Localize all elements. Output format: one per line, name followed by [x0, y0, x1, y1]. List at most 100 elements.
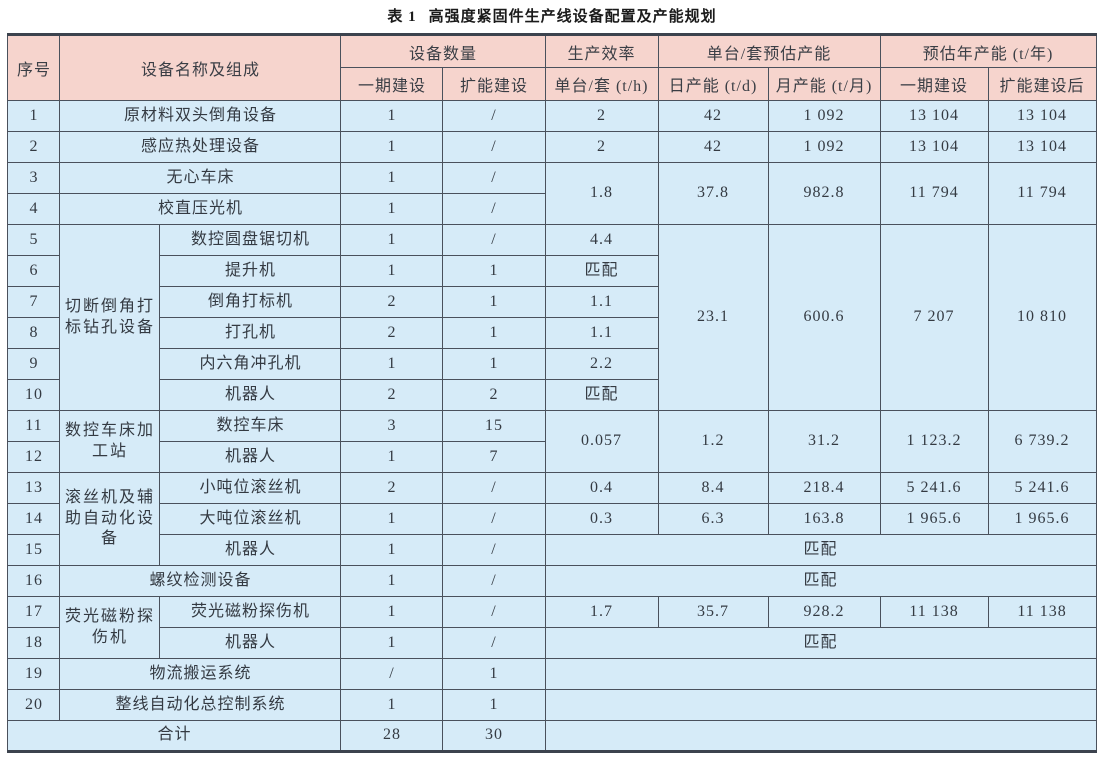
table-cell: 600.6	[767, 224, 881, 411]
header-cell: 日产能 (t/d)	[657, 67, 769, 101]
table-cell: 1	[442, 658, 546, 690]
table-cell: 1	[340, 100, 444, 132]
table-cell: 10 810	[987, 224, 1097, 411]
table-cell: 1	[442, 286, 546, 318]
table-cell: /	[340, 658, 444, 690]
table-cell: 16	[7, 565, 61, 597]
table-row: 9 内六角冲孔机 1 1 2.2	[7, 348, 1096, 380]
table-cell: 1	[340, 534, 444, 566]
table-cell: 匹配	[544, 255, 659, 287]
table-cell: 滚丝机及辅助自动化设备	[59, 472, 161, 566]
table-body: 1 原材料双头倒角设备 1/2 42 1 092 13 104 13 104 2 感应热处理设备…	[7, 100, 1097, 752]
table-cell: 7	[7, 286, 61, 318]
table-cell: 13	[7, 472, 61, 504]
table-cell: 螺纹检测设备	[59, 565, 342, 597]
table-cell: 1	[340, 596, 444, 628]
table-cell: 13 104	[987, 131, 1097, 163]
table-cell: 5 241.6	[879, 472, 989, 504]
table-cell: 整线自动化总控制系统	[59, 689, 342, 721]
table-cell: 2	[544, 131, 659, 163]
table-cell: 数控车床	[159, 410, 342, 442]
table-cell: 163.8	[767, 503, 881, 535]
table-cell: 0.057	[544, 410, 659, 473]
table-cell: /	[442, 472, 546, 504]
table-cell: 1	[7, 100, 61, 132]
table-cell: 1 092	[767, 100, 881, 132]
table-cell: 1.1	[544, 286, 659, 318]
header-cell: 单台/套 (t/h)	[544, 67, 659, 101]
table-cell: 6 739.2	[987, 410, 1097, 473]
table-cell: 匹配	[544, 379, 659, 411]
table-cell: 1.7	[544, 596, 659, 628]
table-cell: 11 794	[879, 162, 989, 225]
table-row: 12 机器人 1 7	[7, 441, 1096, 473]
table-cell: 35.7	[657, 596, 769, 628]
table-cell: 2	[340, 317, 444, 349]
table-cell: /	[442, 565, 546, 597]
table-cell: 1 965.6	[987, 503, 1097, 535]
table-cell: 7	[442, 441, 546, 473]
table-cell: 37.8	[657, 162, 769, 225]
table-row: 17 荧光磁粉探伤机 荧光磁粉探伤机 1/1.7 35.7 928.2 11 138 11 1…	[7, 596, 1097, 659]
table-cell: 1	[442, 317, 546, 349]
table-cell: 20	[7, 689, 61, 721]
table-cell: 数控圆盘锯切机	[159, 224, 342, 256]
table-cell: 荧光磁粉探伤机	[159, 596, 342, 628]
table-cell: 6	[7, 255, 61, 287]
header-cell: 预估年产能 (t/年)	[879, 34, 1097, 68]
table-cell: 0.4	[544, 472, 659, 504]
table-cell: /	[442, 131, 546, 163]
table-cell: 1	[340, 627, 444, 659]
table-row: 2 感应热处理设备 1/2 42 1 092 13 104 13 104	[7, 131, 1097, 163]
table-cell: 4.4	[544, 224, 659, 256]
table-cell: 31.2	[767, 410, 881, 473]
header-cell: 序号	[7, 34, 61, 101]
table-cell: 6.3	[657, 503, 769, 535]
table-cell: 匹配	[544, 565, 1097, 597]
equipment-table: 序号 设备名称及组成 设备数量 生产效率 单台/套预估产能 预估年产能 (t/年) 一期建设…	[7, 33, 1097, 753]
table-row: 19 物流搬运系统/1	[7, 658, 1097, 690]
table-cell: 机器人	[159, 627, 342, 659]
table-cell: 打孔机	[159, 317, 342, 349]
table-cell: 1	[340, 131, 444, 163]
table-cell: 内六角冲孔机	[159, 348, 342, 380]
table-cell: 0.3	[544, 503, 659, 535]
table-cell: 12	[7, 441, 61, 473]
table-cell: 17	[7, 596, 61, 628]
table-row: 16 螺纹检测设备 1/匹配	[7, 565, 1097, 597]
table-row: 7 倒角打标机 2 1 1.1	[7, 286, 1096, 318]
table-cell: 小吨位滚丝机	[159, 472, 342, 504]
table-cell: 1	[340, 224, 444, 256]
table-header: 序号 设备名称及组成 设备数量 生产效率 单台/套预估产能 预估年产能 (t/年) 一期建设…	[7, 34, 1097, 101]
table-number-label: 表 1	[387, 9, 417, 25]
header-cell: 扩能建设	[442, 67, 546, 101]
table-cell: /	[442, 224, 546, 256]
table-row: 5 切断倒角打标钻孔设备 数控圆盘锯切机 1/4.4 23.1 600.6 7 207 10 …	[7, 224, 1097, 411]
table-cell: 18	[7, 627, 61, 659]
header-row-1: 序号 设备名称及组成 设备数量 生产效率 单台/套预估产能 预估年产能 (t/年)	[7, 34, 1097, 101]
table-cell: 15	[442, 410, 546, 442]
table-cell: 218.4	[767, 472, 881, 504]
table-cell: 1 092	[767, 131, 881, 163]
table-cell: 30	[442, 720, 546, 752]
table-cell: 5 241.6	[987, 472, 1097, 504]
table-cell: 3	[7, 162, 61, 194]
table-cell: /	[442, 596, 546, 628]
header-cell: 单台/套预估产能	[657, 34, 881, 68]
table-cell: 切断倒角打标钻孔设备	[59, 224, 161, 411]
table-cell: 匹配	[544, 534, 1097, 566]
table-cell	[544, 689, 1097, 721]
table-cell: 1	[340, 689, 444, 721]
table-row: 1 原材料双头倒角设备 1/2 42 1 092 13 104 13 104	[7, 100, 1097, 132]
table-row: 11 数控车床加工站 数控车床 3 15 0.057 1.2 31.2 1 123.2 6 739…	[7, 410, 1097, 473]
table-cell: 1	[340, 348, 444, 380]
header-cell: 一期建设	[340, 67, 444, 101]
table-cell: 物流搬运系统	[59, 658, 342, 690]
table-cell: 2	[340, 472, 444, 504]
table-cell: 2.2	[544, 348, 659, 380]
header-cell: 设备名称及组成	[59, 34, 342, 101]
table-cell: 1	[442, 255, 546, 287]
table-cell: 匹配	[544, 627, 1097, 659]
table-row: 13 滚丝机及辅助自动化设备 小吨位滚丝机 2/0.4 8.4 218.4 5 241.6 5…	[7, 472, 1097, 566]
